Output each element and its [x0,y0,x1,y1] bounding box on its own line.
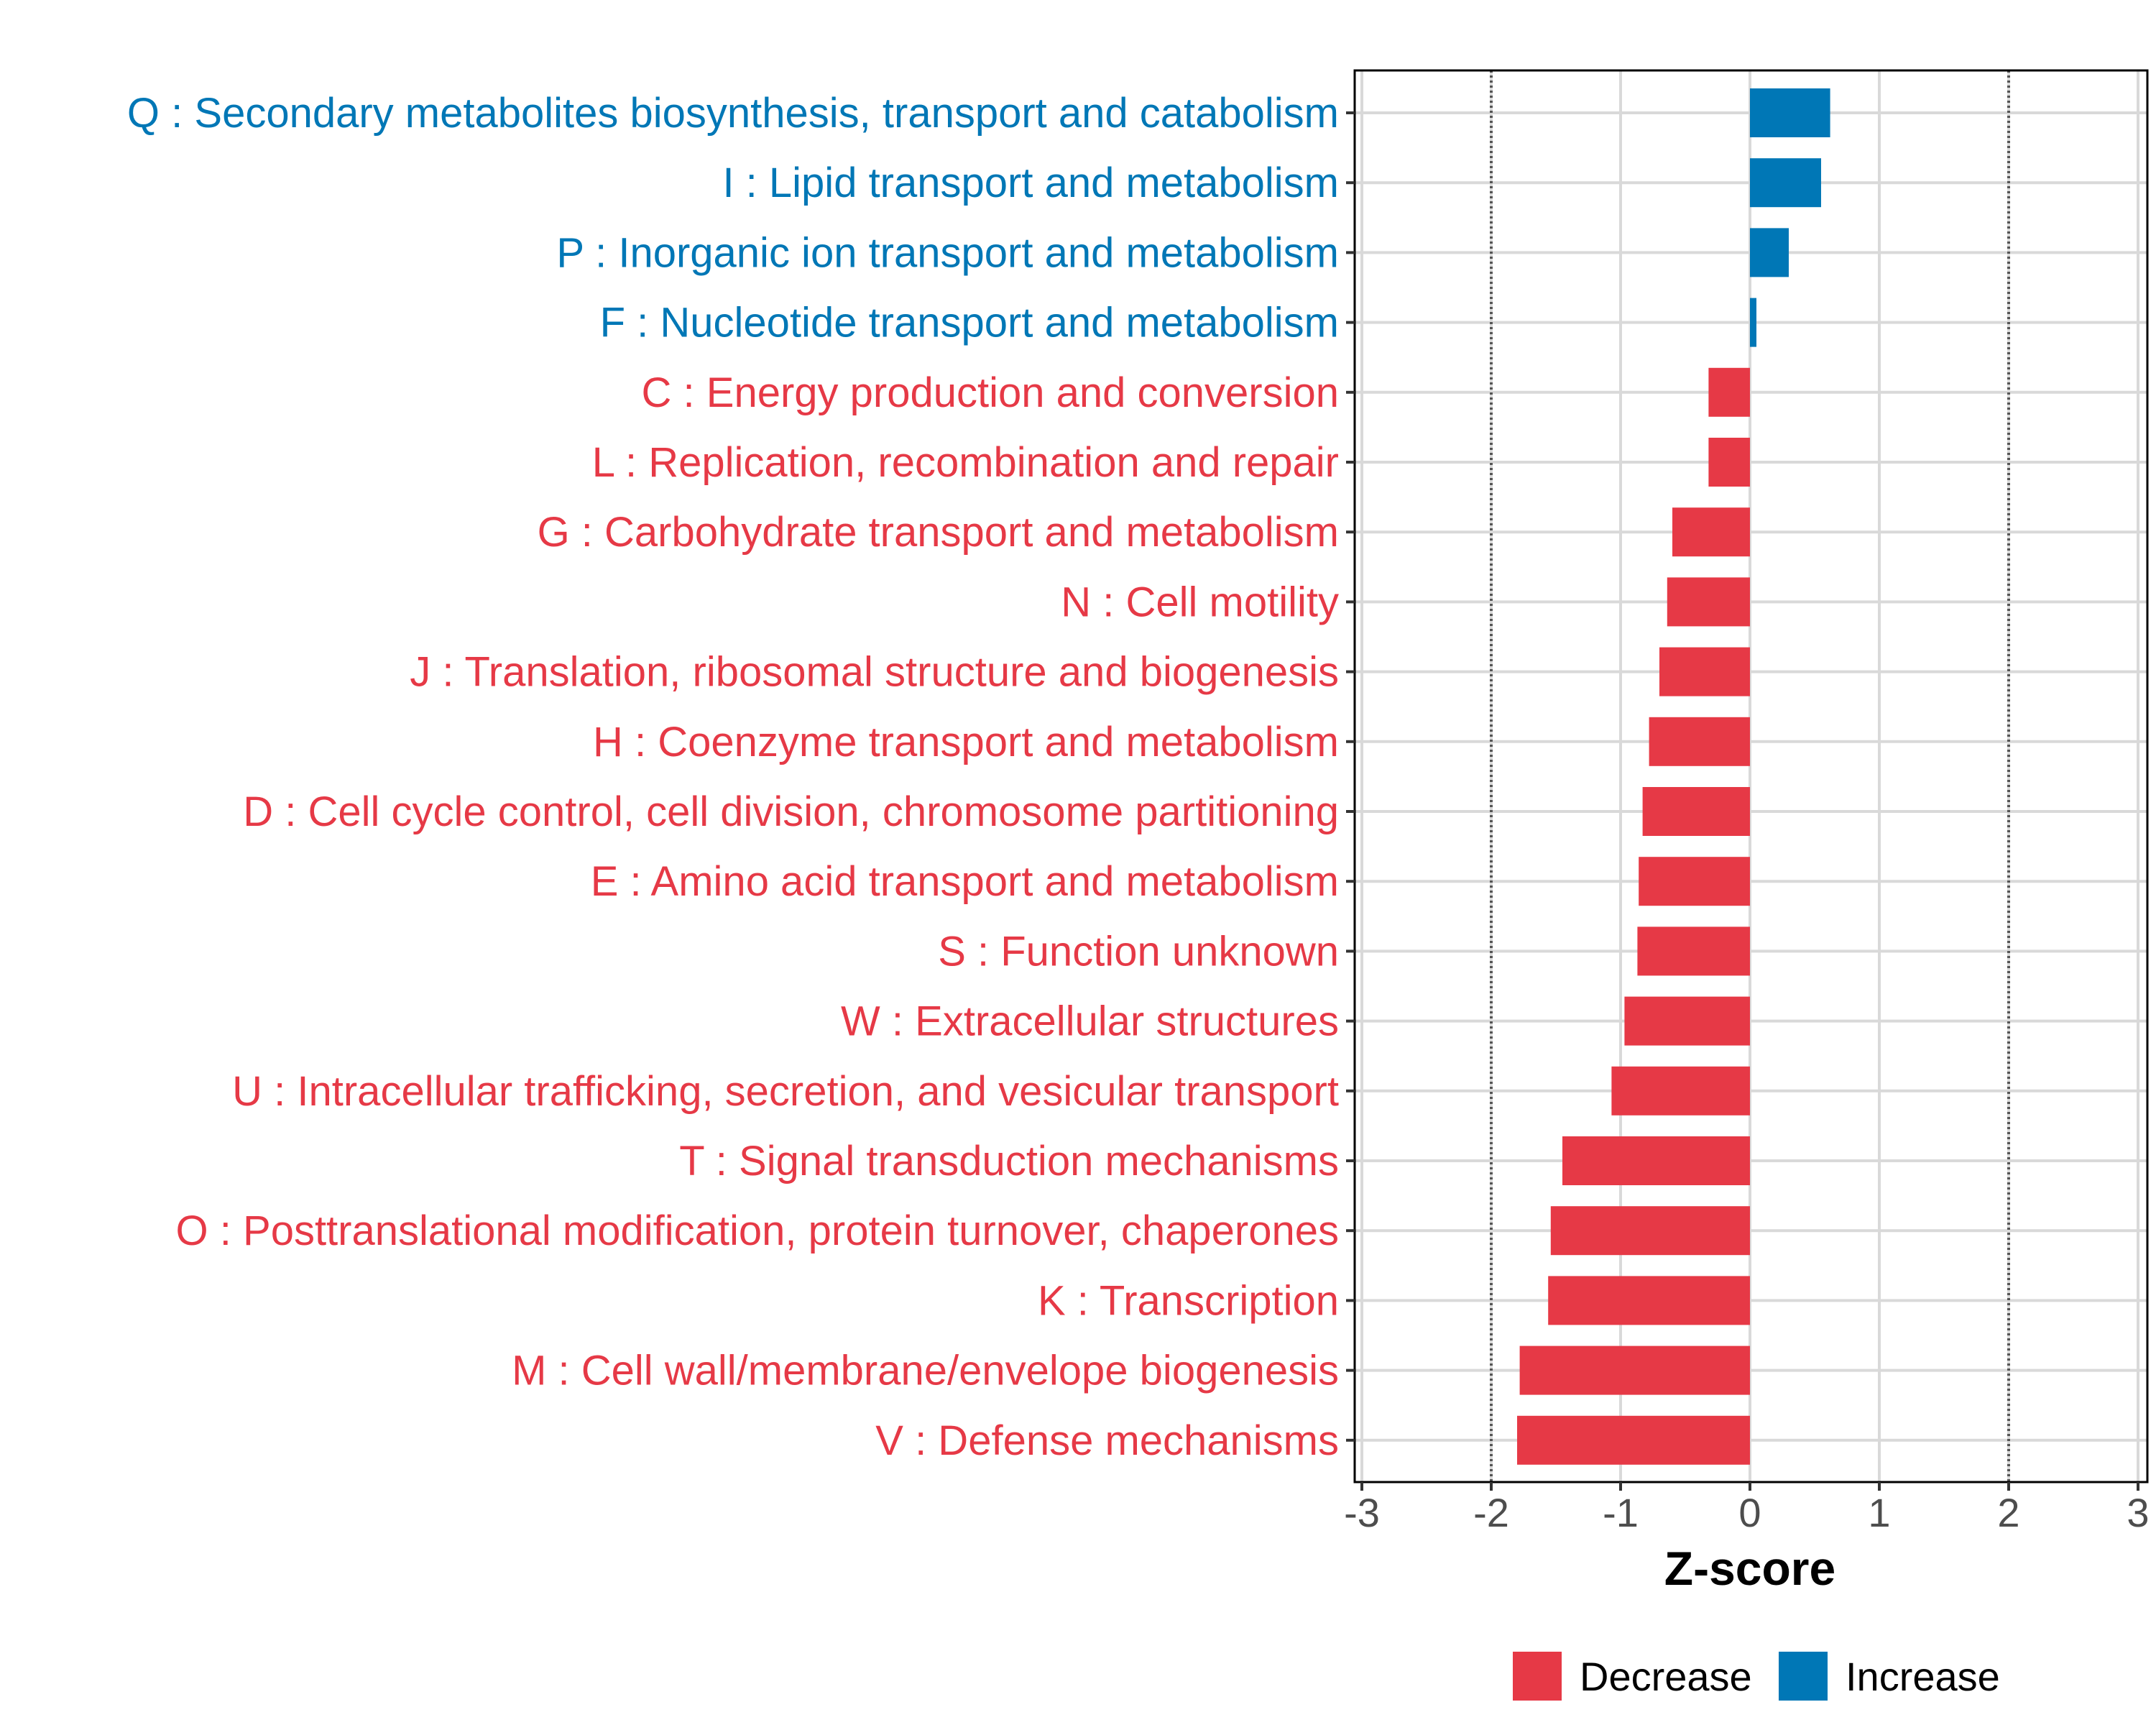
bar [1624,996,1750,1046]
category-label: G : Carbohydrate transport and metabolis… [538,509,1339,556]
category-label: J : Translation, ribosomal structure and… [410,649,1339,696]
x-tick-label: 0 [1738,1490,1761,1535]
category-label: L : Replication, recombination and repai… [592,439,1339,486]
category-label: S : Function unknown [938,928,1339,975]
category-label: D : Cell cycle control, cell division, c… [243,788,1339,835]
bar [1611,1066,1750,1116]
x-axis-title: Z-score [1664,1542,1835,1595]
category-label: V : Defense mechanisms [875,1417,1339,1464]
bar [1750,298,1756,347]
x-axis-ticks: -3 -2 -1 0 1 2 3 [1344,1482,2150,1535]
category-label: W : Extracellular structures [841,998,1339,1045]
x-tick-label: 1 [1868,1490,1890,1535]
category-label: E : Amino acid transport and metabolism [591,858,1339,905]
x-tick-label: 2 [1997,1490,2019,1535]
category-label: I : Lipid transport and metabolism [722,160,1339,206]
category-label: M : Cell wall/membrane/envelope biogenes… [512,1348,1339,1394]
legend-label: Increase [1846,1654,2000,1699]
x-tick-label: -3 [1344,1490,1380,1535]
bar [1550,1206,1750,1256]
category-label: F : Nucleotide transport and metabolism [600,300,1339,346]
bar [1637,926,1750,976]
bar [1517,1415,1750,1465]
category-label: N : Cell motility [1061,579,1339,625]
y-axis-ticks [1346,111,1355,1442]
bar [1649,717,1750,766]
category-label: C : Energy production and conversion [642,369,1339,416]
reference-lines [1490,70,2010,1482]
bar [1708,438,1750,487]
category-label: O : Posttranslational modification, prot… [176,1208,1339,1254]
legend: Decrease Increase [1513,1652,2000,1701]
category-label: T : Signal transduction mechanisms [679,1138,1339,1184]
bar [1750,228,1789,277]
bar [1708,367,1750,417]
bar [1667,577,1750,627]
bars [1517,88,1830,1465]
bar [1659,647,1750,696]
bar [1639,857,1750,906]
category-label: U : Intracellular trafficking, secretion… [232,1068,1339,1115]
bar [1562,1136,1750,1185]
x-tick-label: -2 [1473,1490,1509,1535]
bar [1642,787,1750,836]
bar [1750,88,1830,137]
category-label: H : Coenzyme transport and metabolism [593,719,1339,765]
legend-swatch [1513,1652,1562,1701]
category-label: K : Transcription [1038,1277,1339,1324]
x-tick-label: 3 [2127,1490,2149,1535]
bar [1519,1346,1750,1395]
category-labels: Q : Secondary metabolites biosynthesis, … [127,90,1339,1464]
bar [1750,158,1821,208]
x-tick-label: -1 [1603,1490,1639,1535]
legend-swatch [1779,1652,1828,1701]
bar [1548,1276,1750,1325]
legend-label: Decrease [1580,1654,1752,1699]
category-label: P : Inorganic ion transport and metaboli… [556,229,1339,276]
bar [1672,507,1750,557]
category-label: Q : Secondary metabolites biosynthesis, … [127,90,1339,137]
